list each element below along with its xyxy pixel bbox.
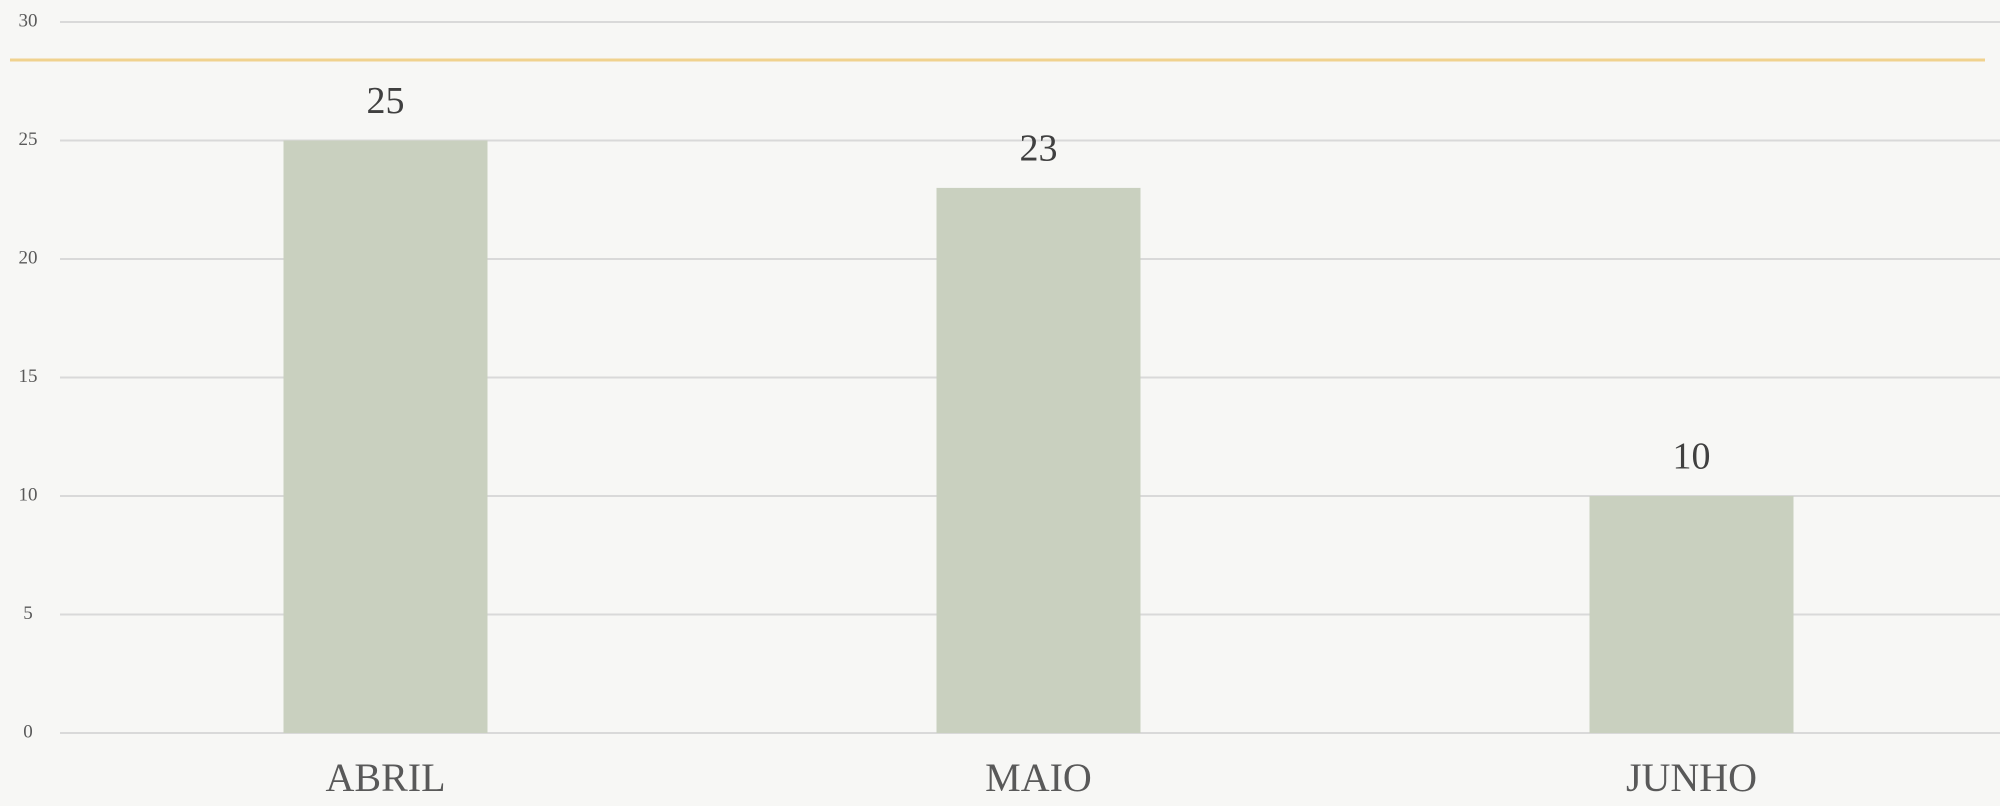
- value-label: 10: [1673, 436, 1711, 478]
- y-tick-label: 10: [19, 484, 38, 505]
- y-tick-label: 20: [19, 247, 38, 268]
- value-label: 23: [1020, 128, 1058, 170]
- y-tick-label: 15: [19, 366, 38, 387]
- y-tick-label: 30: [19, 10, 38, 31]
- bar: [1589, 496, 1794, 733]
- y-tick-label: 5: [23, 603, 33, 624]
- y-tick-label: 0: [23, 721, 33, 742]
- bar: [283, 140, 488, 733]
- bar: [936, 187, 1141, 733]
- y-tick-label: 25: [19, 129, 38, 150]
- x-tick-label: JUNHO: [1626, 755, 1757, 800]
- x-tick-label: MAIO: [985, 755, 1092, 800]
- x-tick-label: ABRIL: [326, 755, 446, 800]
- value-label: 25: [367, 80, 405, 122]
